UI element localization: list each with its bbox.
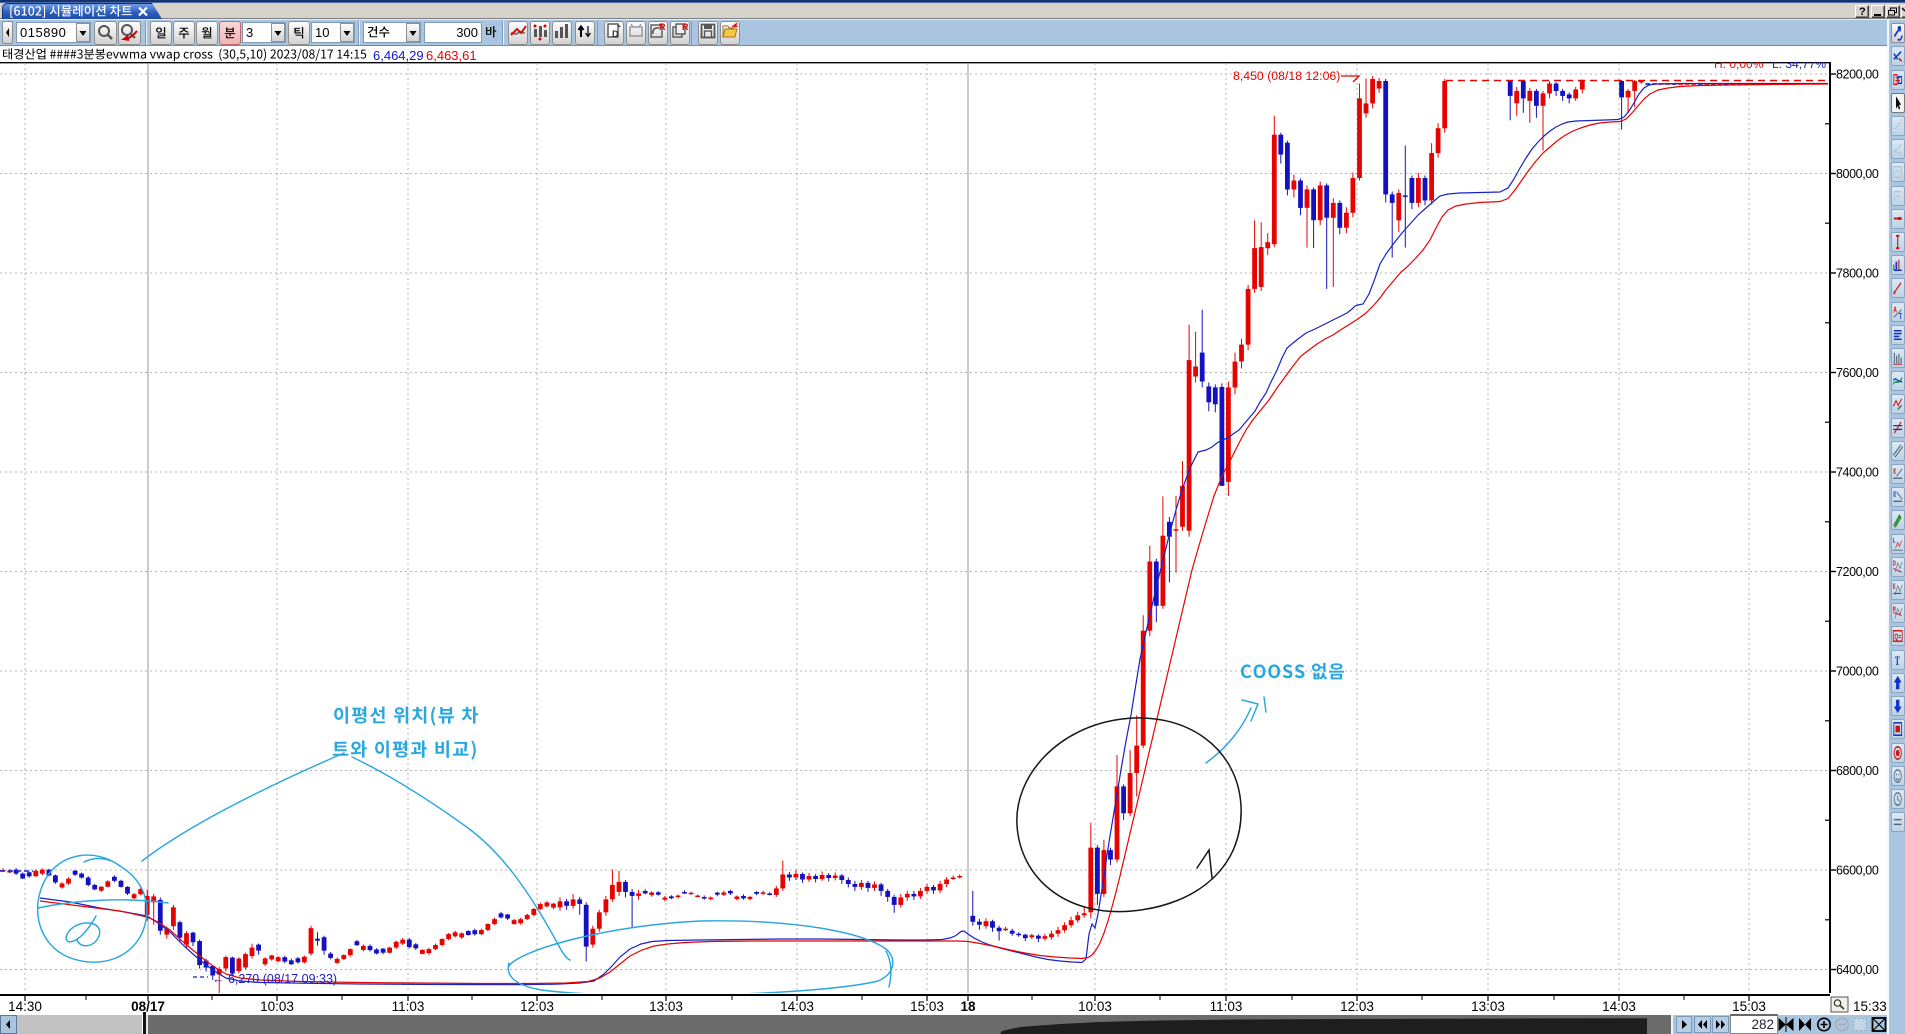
- svg-text:Q=: Q=: [1894, 633, 1901, 642]
- svg-text:6400,00: 6400,00: [1836, 963, 1879, 977]
- svg-text:11:03: 11:03: [1210, 999, 1243, 1014]
- svg-text:6600,00: 6600,00: [1836, 863, 1879, 877]
- svg-text:E: E: [1893, 490, 1896, 499]
- svg-text:15:03: 15:03: [910, 999, 944, 1014]
- svg-text:12:03: 12:03: [520, 999, 554, 1014]
- svg-text:13:03: 13:03: [1471, 999, 1505, 1014]
- svg-text:13:03: 13:03: [649, 999, 683, 1014]
- svg-text:14:03: 14:03: [780, 999, 814, 1014]
- svg-text:7000,00: 7000,00: [1836, 664, 1879, 678]
- svg-text:D: D: [1892, 559, 1896, 568]
- svg-text:A: A: [1893, 306, 1897, 315]
- svg-text:18: 18: [960, 999, 976, 1014]
- svg-text:H: 0,00%: H: 0,00%: [1714, 62, 1764, 71]
- svg-text:R: R: [659, 22, 666, 32]
- svg-text:E: E: [1892, 582, 1895, 591]
- svg-text:R: R: [682, 22, 689, 32]
- svg-text:D: D: [612, 29, 619, 39]
- svg-text:12:03: 12:03: [1340, 999, 1374, 1014]
- svg-text:T: T: [1898, 313, 1902, 322]
- svg-text:E: E: [1893, 467, 1896, 476]
- svg-text:← 6,270 (08/17 09:33): ← 6,270 (08/17 09:33): [212, 972, 337, 986]
- svg-text:L: L: [1892, 536, 1895, 545]
- svg-text:7600,00: 7600,00: [1836, 366, 1879, 380]
- svg-text:8200,00: 8200,00: [1836, 67, 1879, 81]
- svg-text:?: ?: [1859, 6, 1866, 18]
- svg-text:14:30: 14:30: [8, 999, 42, 1014]
- svg-text:T: T: [1894, 655, 1899, 668]
- svg-text:7800,00: 7800,00: [1836, 266, 1879, 280]
- svg-text:15:03: 15:03: [1732, 999, 1766, 1014]
- svg-text:15:33: 15:33: [1853, 999, 1887, 1014]
- svg-text:10:03: 10:03: [1078, 999, 1112, 1014]
- svg-text:7400,00: 7400,00: [1836, 465, 1879, 479]
- svg-text:L: 34,77%: L: 34,77%: [1772, 62, 1826, 71]
- svg-text:14:03: 14:03: [1602, 999, 1636, 1014]
- svg-text:6800,00: 6800,00: [1836, 764, 1879, 778]
- svg-text:11:03: 11:03: [392, 999, 425, 1014]
- svg-text:8000,00: 8000,00: [1836, 167, 1879, 181]
- svg-text:10:03: 10:03: [260, 999, 294, 1014]
- svg-text:R: R: [1892, 605, 1896, 614]
- svg-text:8,450 (08/18 12:06): 8,450 (08/18 12:06): [1233, 69, 1340, 83]
- svg-text:08/17: 08/17: [131, 999, 165, 1014]
- svg-text:7200,00: 7200,00: [1836, 565, 1879, 579]
